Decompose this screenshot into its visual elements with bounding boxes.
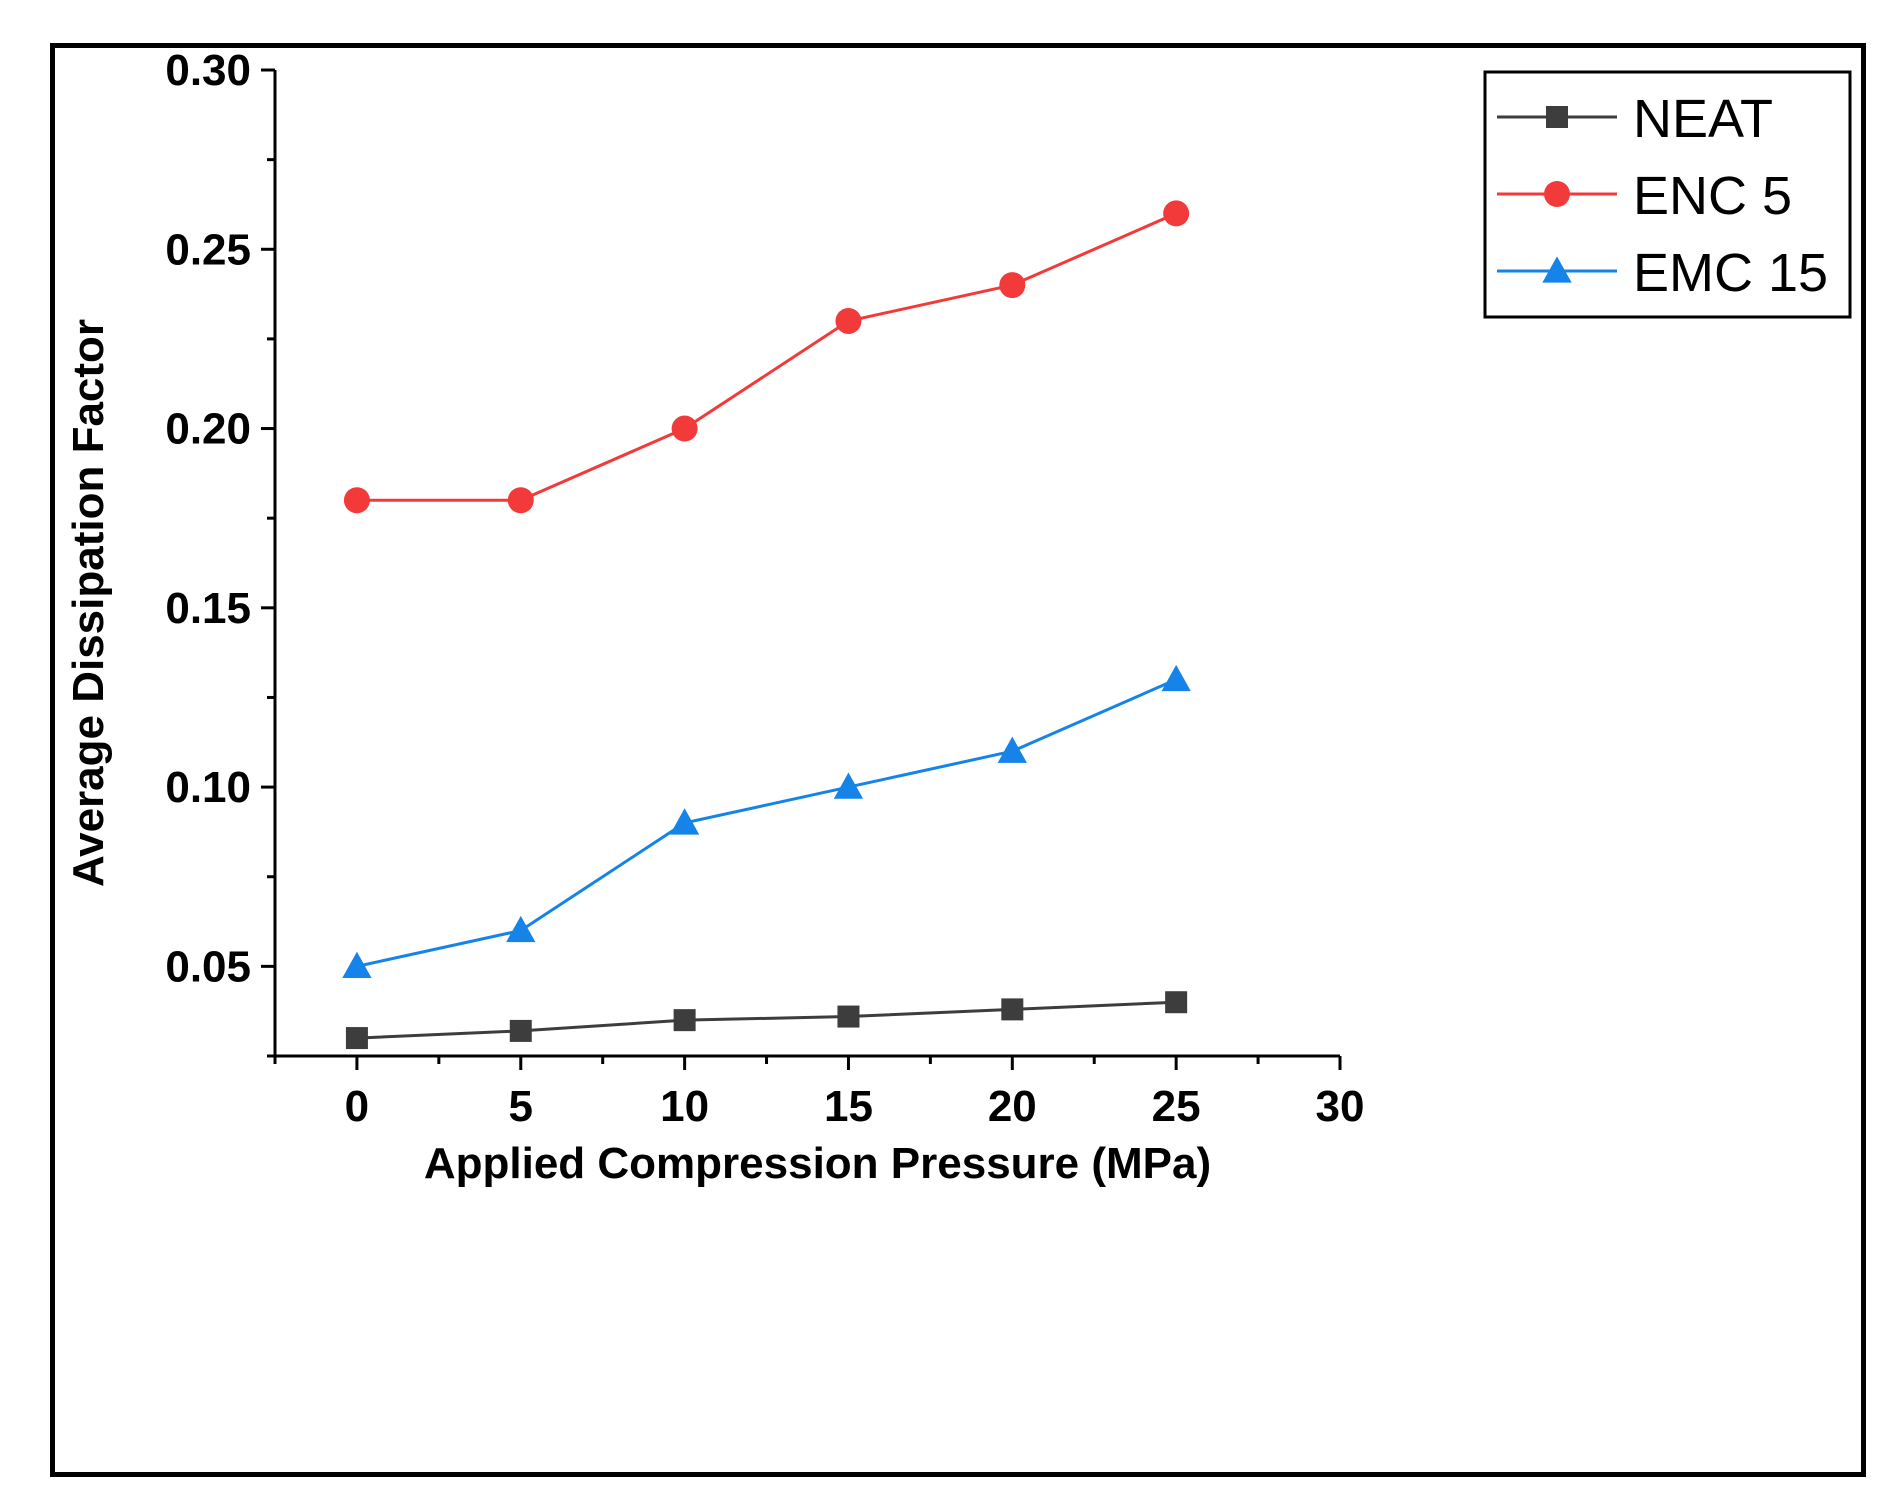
axes: 0 5 10 15 20 25 30 0.05 0.10 0.15 0.20 0.25 0.30 xyxy=(165,48,1364,1131)
series-line-emc-15 xyxy=(356,678,1177,968)
data-point-neat xyxy=(345,1027,368,1050)
x-tick-label: 25 xyxy=(1152,1082,1201,1131)
data-point-neat xyxy=(673,1009,696,1032)
y-axis-title: Average Dissipation Factor xyxy=(64,319,113,887)
series-emc-15 xyxy=(342,664,1191,979)
y-tick-label: 0.20 xyxy=(165,405,251,454)
data-point-enc-5 xyxy=(343,487,370,514)
x-axis-title: Applied Compression Pressure (MPa) xyxy=(424,1139,1211,1188)
data-point-emc-15 xyxy=(669,808,700,835)
data-point-enc-5 xyxy=(999,272,1026,299)
data-point-neat xyxy=(1165,991,1188,1014)
series-line-enc-5 xyxy=(356,212,1177,502)
series-enc-5 xyxy=(343,200,1190,514)
x-tick-label: 5 xyxy=(509,1082,533,1131)
x-tick-label: 10 xyxy=(660,1082,709,1131)
legend-marker-enc-5 xyxy=(1544,181,1570,207)
data-point-enc-5 xyxy=(507,487,534,514)
legend-label-enc-5: ENC 5 xyxy=(1633,166,1792,226)
legend-label-emc-15: EMC 15 xyxy=(1633,243,1828,303)
data-point-emc-15 xyxy=(506,915,536,943)
data-point-enc-5 xyxy=(671,415,698,442)
data-point-neat xyxy=(1001,998,1024,1021)
legend-item-enc-5: ENC 5 xyxy=(1497,166,1792,226)
series-layer xyxy=(342,200,1191,1050)
x-tick-label: 0 xyxy=(345,1082,369,1131)
legend-item-neat: NEAT xyxy=(1497,89,1773,149)
legend-item-emc-15: EMC 15 xyxy=(1497,243,1828,303)
y-tick-label: 0.05 xyxy=(165,942,251,991)
data-point-emc-15 xyxy=(342,951,372,979)
legend: NEAT ENC 5 EMC 15 xyxy=(1483,70,1852,319)
legend-label-neat: NEAT xyxy=(1633,89,1773,149)
y-tick-label: 0.25 xyxy=(165,225,251,274)
data-point-emc-15 xyxy=(833,772,864,799)
data-point-neat xyxy=(837,1005,860,1028)
x-tick-label: 30 xyxy=(1316,1082,1365,1131)
x-tick-label: 20 xyxy=(988,1082,1037,1131)
y-tick-label: 0.10 xyxy=(165,763,251,812)
legend-marker-neat xyxy=(1546,106,1568,128)
data-point-emc-15 xyxy=(997,736,1027,763)
data-point-neat xyxy=(509,1019,532,1042)
series-neat xyxy=(345,991,1188,1050)
series-line-neat xyxy=(356,1000,1177,1040)
data-point-enc-5 xyxy=(835,307,862,334)
y-tick-label: 0.30 xyxy=(165,48,251,95)
y-tick-label: 0.15 xyxy=(165,584,251,633)
legend-marker-emc-15 xyxy=(1542,256,1572,283)
data-point-enc-5 xyxy=(1163,200,1190,227)
line-chart: 0 5 10 15 20 25 30 0.05 0.10 0.15 0.20 0.25 0.30 NEA… xyxy=(64,48,1852,1188)
figure-frame: 0 5 10 15 20 25 30 0.05 0.10 0.15 0.20 0.25 0.30 NEA… xyxy=(50,43,1866,1477)
x-tick-label: 15 xyxy=(824,1082,873,1131)
data-point-emc-15 xyxy=(1161,664,1191,692)
